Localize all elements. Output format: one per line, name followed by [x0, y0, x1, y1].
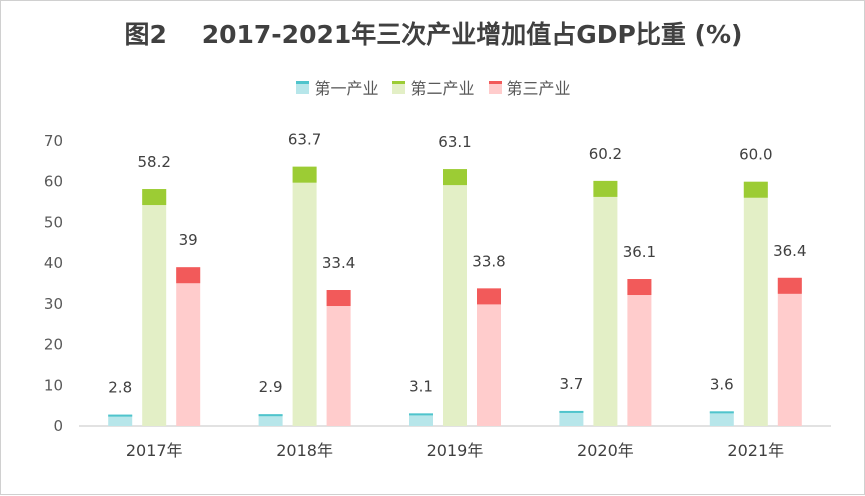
legend-swatch-tertiary	[488, 80, 502, 94]
x-tick-label: 2017年	[126, 441, 183, 460]
x-tick-label: 2021年	[727, 441, 784, 460]
y-tick-label: 10	[44, 376, 63, 394]
bar-cap	[593, 180, 618, 197]
data-label: 33.4	[322, 254, 355, 272]
data-label: 3.1	[409, 377, 433, 395]
legend-item-secondary: 第二产业	[392, 75, 475, 99]
data-label: 58.2	[137, 153, 170, 171]
legend-swatch-primary	[296, 80, 310, 94]
bar	[176, 267, 201, 426]
data-label: 63.7	[288, 131, 321, 149]
bar	[559, 410, 584, 426]
bar-cap	[477, 288, 501, 305]
bar	[709, 411, 734, 426]
bar-cap	[443, 169, 467, 186]
data-label: 60.0	[739, 146, 772, 164]
data-label: 2.9	[259, 378, 283, 396]
legend-item-primary: 第一产业	[296, 75, 378, 99]
bar	[142, 189, 167, 426]
legend-label-primary: 第一产业	[314, 79, 379, 98]
bar	[593, 180, 618, 426]
data-label: 2.8	[108, 379, 132, 397]
y-tick-label: 30	[44, 295, 63, 313]
x-tick-label: 2018年	[276, 441, 333, 460]
legend-swatch-secondary	[392, 80, 406, 94]
y-tick-label: 20	[44, 336, 63, 354]
data-label: 3.6	[710, 375, 734, 393]
bar	[443, 169, 467, 427]
bar	[409, 413, 433, 426]
data-label: 39	[179, 231, 198, 249]
bar-cap	[559, 410, 584, 413]
bar-cap	[142, 189, 167, 206]
bar-cap	[258, 414, 283, 417]
legend-label-secondary: 第二产业	[410, 79, 475, 98]
bar-cap	[108, 414, 133, 417]
bar-cap	[743, 181, 768, 198]
bar	[477, 288, 501, 426]
bar	[627, 279, 652, 426]
y-tick-label: 40	[44, 254, 63, 272]
x-tick-label: 2019年	[427, 441, 484, 460]
data-label: 60.2	[589, 145, 622, 163]
y-tick-label: 0	[53, 417, 63, 435]
legend-item-tertiary: 第三产业	[488, 75, 571, 99]
y-tick-label: 60	[44, 173, 63, 191]
bar	[108, 414, 133, 426]
y-tick-label: 70	[44, 132, 63, 150]
bar	[292, 166, 317, 426]
bar-cap	[176, 267, 201, 284]
data-label: 33.8	[472, 252, 505, 270]
bar-cap	[409, 413, 433, 416]
data-label: 36.1	[623, 243, 656, 261]
bar-cap	[326, 290, 351, 307]
x-tick-label: 2020年	[577, 441, 634, 460]
bar	[326, 290, 351, 426]
bar	[258, 414, 283, 426]
bar	[743, 181, 768, 426]
data-label: 36.4	[773, 242, 806, 260]
bar-cap	[777, 277, 802, 294]
bar-cap	[627, 279, 652, 296]
bar	[777, 277, 802, 426]
bar-cap	[292, 166, 317, 183]
y-tick-label: 50	[44, 213, 63, 231]
legend: 第一产业 第二产业 第三产业	[1, 75, 865, 99]
data-label: 3.7	[559, 375, 583, 393]
data-label: 63.1	[438, 133, 471, 151]
bar-cap	[709, 411, 734, 414]
chart-title: 图2 2017-2021年三次产业增加值占GDP比重 (%)	[124, 20, 743, 49]
legend-label-tertiary: 第三产业	[506, 79, 571, 98]
